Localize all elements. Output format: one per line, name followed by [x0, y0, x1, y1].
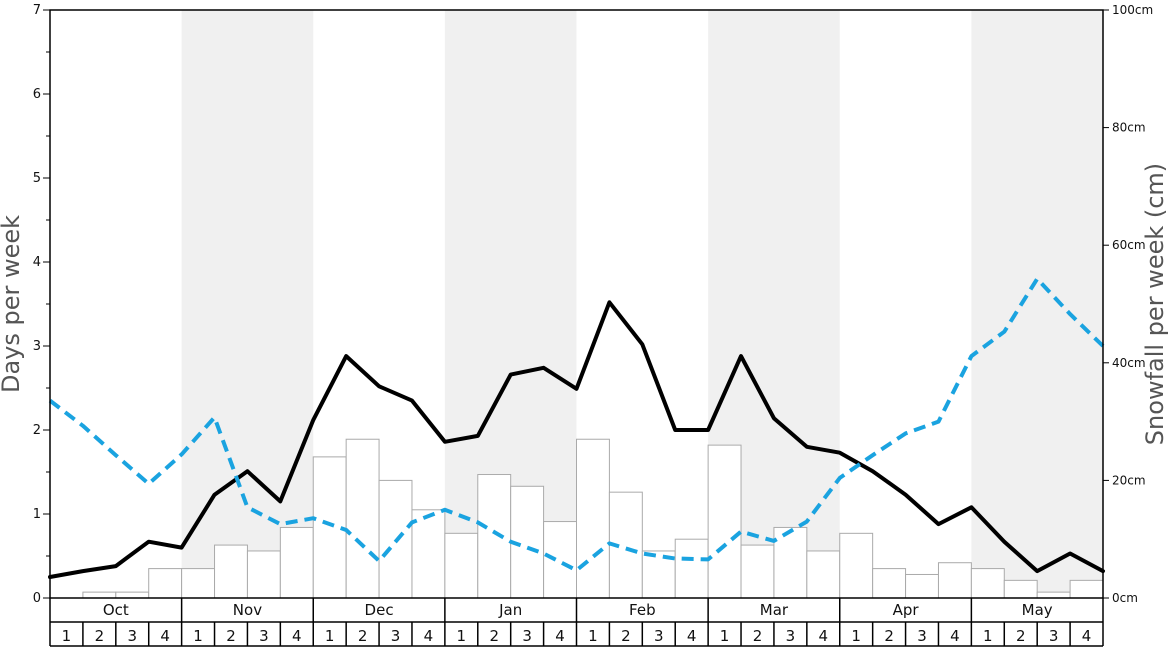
week-label: 4	[687, 627, 697, 645]
snowfall-bar	[444, 532, 479, 599]
snowfall-bar	[246, 550, 281, 599]
snowfall-bar	[937, 562, 972, 599]
week-label: 4	[819, 627, 829, 645]
month-week-axis: Oct 1 2 3 4 Nov 1 2 3 4 Dec 1 2 3 4 Jan 1 2 3 4 Feb 1 2 3 4 Mar 1 2…	[49, 598, 1104, 647]
snowfall-bar	[1003, 579, 1038, 599]
snowfall-bar	[806, 550, 841, 599]
right-y-axis: 0cm 20cm 40cm 60cm 80cm 100cm	[1103, 3, 1153, 605]
left-axis-title: Days per week	[0, 215, 25, 393]
month-shade-nov	[181, 10, 314, 598]
month-label: Mar	[760, 601, 789, 619]
snowfall-bar	[543, 521, 577, 599]
snowfall-bar	[411, 509, 446, 599]
week-label: 1	[62, 627, 72, 645]
snowfall-bar	[773, 526, 808, 599]
month-shade-may	[971, 10, 1103, 598]
week-label: 4	[1082, 627, 1092, 645]
snowfall-bar	[740, 544, 775, 599]
right-axis-title: Snowfall per week (cm)	[1141, 163, 1168, 445]
week-label: 3	[259, 627, 269, 645]
month-label: Feb	[629, 601, 656, 619]
week-label: 1	[325, 627, 335, 645]
left-y-axis: 0 1 2 3 4 5 6 7	[33, 3, 50, 606]
left-tick-label: 6	[33, 87, 41, 102]
left-tick-label: 4	[33, 255, 41, 270]
week-label: 2	[95, 627, 105, 645]
week-label: 1	[851, 627, 861, 645]
week-label: 2	[226, 627, 236, 645]
snowfall-bar	[115, 591, 150, 599]
week-label: 2	[1016, 627, 1026, 645]
week-label: 1	[983, 627, 993, 645]
snowfall-bar	[82, 591, 117, 599]
month-label: Nov	[233, 601, 262, 619]
snowfall-bar	[872, 568, 907, 599]
day-lines	[48, 276, 1105, 579]
right-tick-label: 60cm	[1112, 238, 1146, 252]
left-tick-label: 7	[33, 3, 41, 18]
left-tick-label: 0	[33, 591, 41, 606]
month-label: May	[1022, 601, 1053, 619]
snowfall-bar	[674, 538, 709, 599]
dashed-line-series	[48, 276, 1105, 573]
right-tick-label: 20cm	[1112, 473, 1146, 487]
snowfall-bar	[345, 438, 380, 599]
week-label: 4	[950, 627, 960, 645]
week-label: 3	[391, 627, 401, 645]
month-label: Dec	[365, 601, 394, 619]
snowfall-bars	[82, 438, 1104, 599]
week-label: 1	[193, 627, 203, 645]
right-tick-label: 80cm	[1112, 121, 1146, 135]
left-tick-label: 2	[33, 423, 41, 438]
week-label: 4	[555, 627, 565, 645]
week-label: 4	[160, 627, 170, 645]
snowfall-bar	[1069, 579, 1104, 599]
snowfall-bar	[1036, 591, 1071, 599]
week-label: 2	[358, 627, 368, 645]
week-label: 1	[720, 627, 730, 645]
snowfall-bar	[839, 532, 874, 599]
week-label: 3	[786, 627, 796, 645]
week-label: 2	[753, 627, 763, 645]
week-label: 4	[292, 627, 302, 645]
snowfall-bar	[905, 573, 939, 599]
month-label: Apr	[893, 601, 920, 619]
week-label: 3	[522, 627, 532, 645]
week-label: 1	[457, 627, 467, 645]
week-label: 2	[621, 627, 631, 645]
left-tick-label: 5	[33, 171, 41, 186]
snowfall-bar	[148, 568, 183, 599]
solid-line-series	[48, 300, 1105, 579]
month-label: Oct	[103, 601, 129, 619]
left-tick-label: 3	[33, 339, 41, 354]
snowfall-bar	[181, 568, 216, 599]
snowfall-bar	[477, 474, 512, 599]
week-label: 3	[1049, 627, 1059, 645]
snowfall-bar	[970, 568, 1005, 599]
snowfall-bar	[214, 544, 248, 599]
week-label: 1	[588, 627, 598, 645]
week-label: 2	[489, 627, 499, 645]
right-tick-label: 100cm	[1112, 3, 1153, 17]
month-label: Jan	[498, 601, 522, 619]
week-label: 2	[884, 627, 894, 645]
snowfall-bar	[279, 526, 314, 599]
week-label: 3	[654, 627, 664, 645]
right-tick-label: 0cm	[1112, 591, 1138, 605]
right-tick-label: 40cm	[1112, 356, 1146, 370]
snowfall-bar	[576, 438, 610, 599]
week-label: 3	[917, 627, 927, 645]
month-shading	[181, 10, 1103, 598]
week-label: 3	[127, 627, 137, 645]
left-tick-label: 1	[33, 507, 41, 522]
snowfall-bar	[707, 444, 742, 599]
snowfall-bar	[312, 456, 347, 599]
week-label: 4	[424, 627, 434, 645]
